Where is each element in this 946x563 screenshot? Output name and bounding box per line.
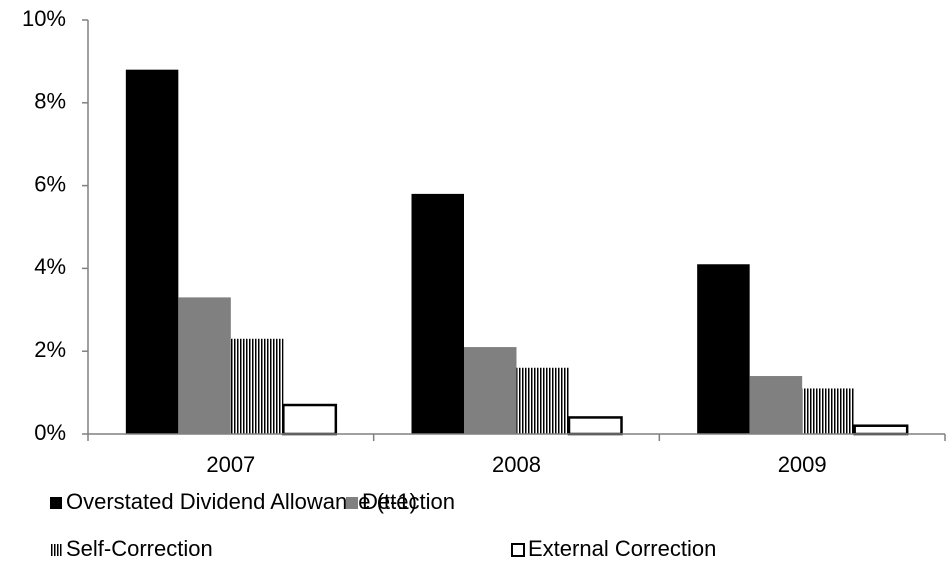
y-tick-label: 6% <box>34 171 66 196</box>
y-tick-label: 10% <box>22 6 66 31</box>
y-tick-label: 4% <box>34 254 66 279</box>
bar <box>411 193 464 434</box>
legend-label: Overstated Dividend Allowance (t-1) <box>66 489 417 514</box>
legend-swatch <box>50 497 62 509</box>
legend-label: Detection <box>362 489 455 514</box>
legend-swatch <box>50 544 62 556</box>
bar <box>230 338 284 434</box>
bar <box>567 416 623 436</box>
legend-label: Self-Correction <box>66 536 213 561</box>
x-tick-label: 2007 <box>206 452 255 477</box>
bar <box>178 297 231 434</box>
bar <box>749 376 803 434</box>
legend-label: External Correction <box>528 536 716 561</box>
bar <box>464 347 517 434</box>
y-tick-label: 8% <box>34 89 66 114</box>
y-tick-label: 2% <box>34 337 66 362</box>
legend-swatch <box>511 543 525 557</box>
bar <box>125 69 179 435</box>
bar <box>853 424 909 436</box>
legend-swatch <box>346 497 358 509</box>
x-tick-label: 2009 <box>778 452 827 477</box>
bar <box>282 403 338 436</box>
bar <box>697 264 750 434</box>
bar <box>802 388 855 434</box>
y-tick-label: 0% <box>34 420 66 445</box>
bar <box>516 367 569 434</box>
x-tick-label: 2008 <box>492 452 541 477</box>
